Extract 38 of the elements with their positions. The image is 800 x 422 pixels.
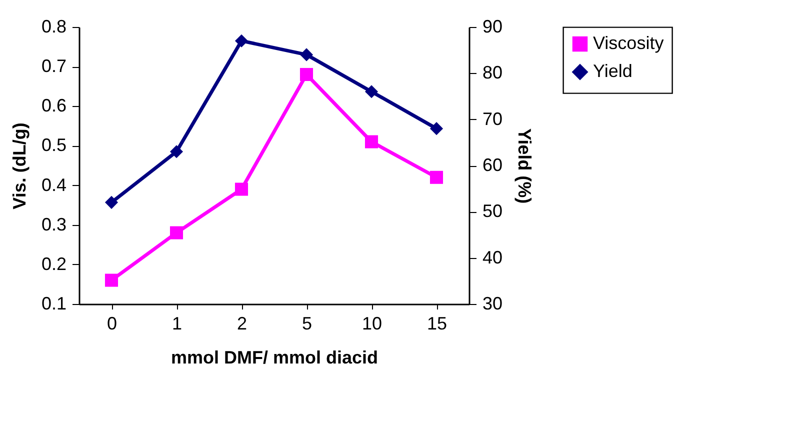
y2-tick-label: 80	[482, 62, 503, 83]
x-tick-label: 2	[236, 314, 248, 334]
x-tick-label: 0	[106, 314, 118, 334]
point	[170, 145, 184, 158]
point	[234, 182, 248, 196]
x-tick-label: 5	[302, 314, 312, 334]
point	[104, 274, 118, 287]
y-tick-label: 0.8	[41, 16, 66, 36]
y2-tick-label: 70	[482, 108, 503, 129]
y-tick-label: 0.6	[41, 96, 66, 116]
y-axis-title: Vis. (dL/g)	[9, 122, 30, 210]
point	[430, 170, 444, 184]
y2-tick-label: 40	[482, 247, 503, 268]
x-tick-label: 15	[426, 314, 448, 334]
y-tick-label: 0.2	[41, 254, 66, 274]
x-tick-label: 10	[362, 314, 382, 334]
point	[104, 196, 118, 209]
y2-tick-label: 30	[482, 294, 503, 314]
y2-axis-title: Yield (%)	[514, 128, 535, 204]
point	[234, 34, 248, 48]
point	[364, 135, 378, 148]
y-tick-label: 0.3	[41, 214, 66, 234]
point	[364, 85, 378, 98]
legend-label: Yield	[593, 61, 632, 81]
y2-tick-label: 90	[482, 16, 503, 36]
y-tick-label: 0.1	[41, 294, 66, 314]
point	[300, 48, 314, 62]
point	[170, 226, 184, 240]
y-tick-label: 0.7	[41, 56, 66, 76]
y2-tick-label: 60	[482, 155, 503, 175]
y2-tick-label: 50	[482, 201, 503, 222]
y-tick-label: 0.5	[41, 135, 66, 156]
point	[300, 68, 314, 82]
x-tick-label: 1	[172, 314, 182, 334]
y-tick-label: 0.4	[41, 174, 66, 195]
point	[430, 122, 444, 136]
legend-label: Viscosity	[593, 33, 664, 53]
x-axis-title: mmol DMF/ mmol diacid	[170, 348, 378, 368]
